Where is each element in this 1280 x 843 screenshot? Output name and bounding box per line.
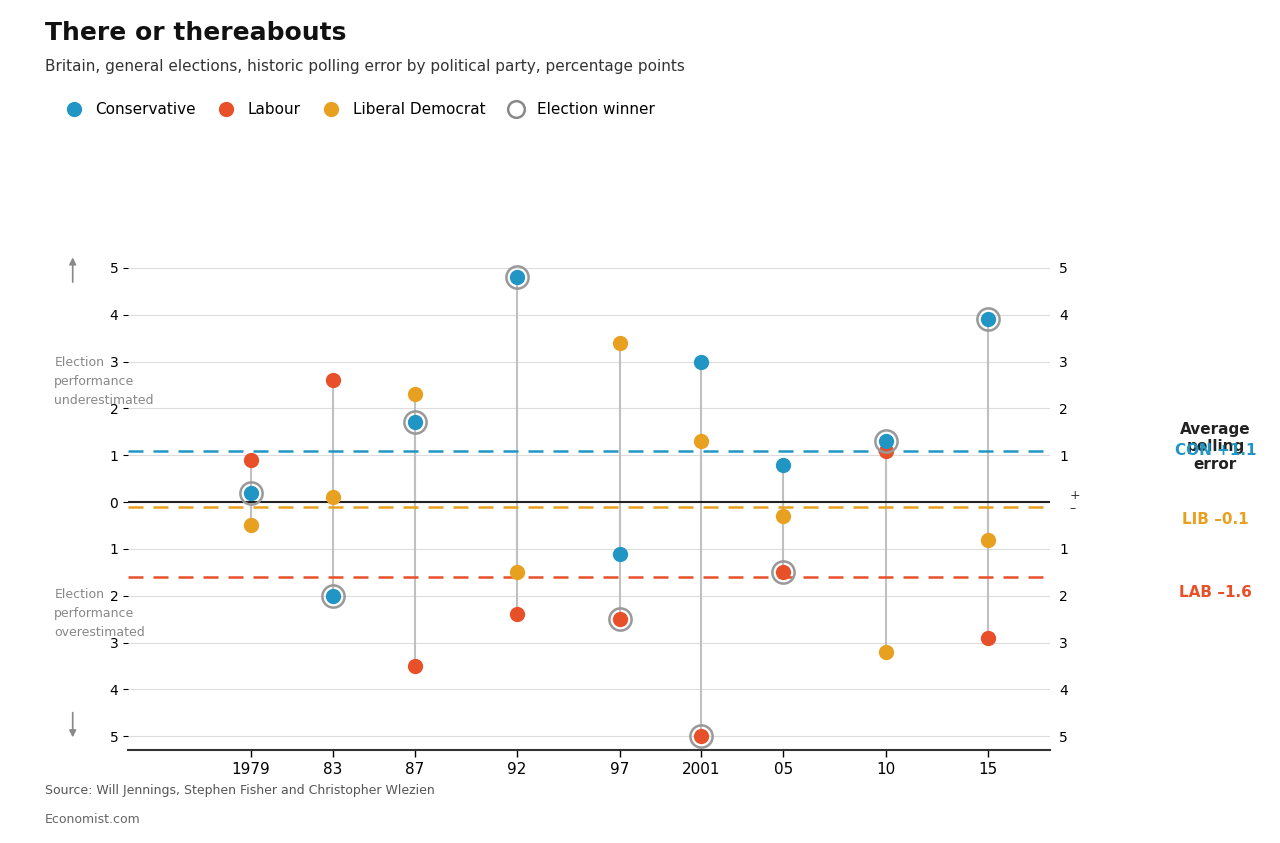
Text: Election
performance
underestimated: Election performance underestimated — [54, 356, 154, 406]
Text: LIB –0.1: LIB –0.1 — [1183, 512, 1249, 527]
Text: Economist.com: Economist.com — [45, 813, 141, 826]
Text: Election
performance
overestimated: Election performance overestimated — [54, 588, 145, 639]
Text: CON +1.1: CON +1.1 — [1175, 443, 1256, 458]
Text: Britain, general elections, historic polling error by political party, percentag: Britain, general elections, historic pol… — [45, 59, 685, 74]
Text: Source: Will Jennings, Stephen Fisher and Christopher Wlezien: Source: Will Jennings, Stephen Fisher an… — [45, 784, 434, 797]
Text: There or thereabouts: There or thereabouts — [45, 21, 346, 45]
Text: +: + — [1070, 489, 1080, 502]
Legend: Conservative, Labour, Liberal Democrat, Election winner: Conservative, Labour, Liberal Democrat, … — [52, 96, 662, 123]
Text: –: – — [1070, 502, 1076, 515]
Text: Average
polling
error: Average polling error — [1180, 422, 1251, 472]
Text: LAB –1.6: LAB –1.6 — [1179, 585, 1252, 599]
